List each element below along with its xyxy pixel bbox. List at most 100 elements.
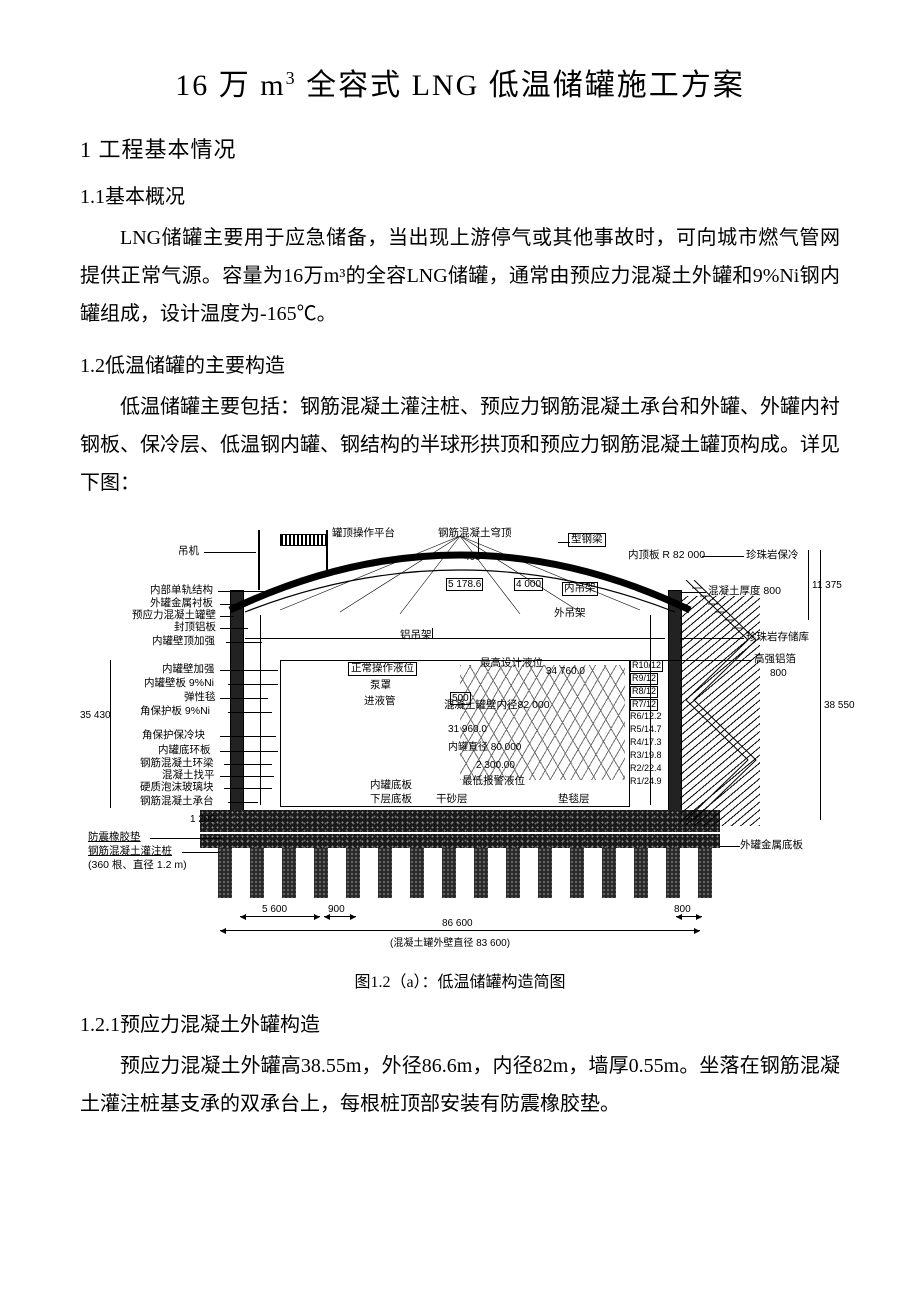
heading-1-2-1: 1.2.1预应力混凝土外罐构造 (80, 1008, 840, 1037)
dim-83600: (混凝土罐外壁直径 83 600) (390, 934, 510, 949)
pile (218, 848, 232, 898)
leader (224, 764, 272, 765)
lbl-ringbeam: 钢筋混凝土环梁 (140, 758, 214, 770)
figure-container: 吊机 内部单轨结构 外罐金属衬板 预应力混凝土罐壁 封顶铝板 内罐壁顶加强 内罐… (80, 520, 840, 992)
lbl-roof-platform: 罐顶操作平台 (332, 528, 395, 540)
leader (182, 852, 220, 853)
leader (228, 802, 258, 803)
lbl-alu-hanger: 铝吊架 (400, 630, 432, 642)
lbl-pilecap: 钢筋混凝土承台 (140, 796, 214, 808)
lbl-perlite: 珍珠岩保冷 (746, 550, 799, 562)
lbl-wall-top: 内罐壁顶加强 (152, 636, 215, 648)
tank-diagram: 吊机 内部单轨结构 外罐金属衬板 预应力混凝土罐壁 封顶铝板 内罐壁顶加强 内罐… (80, 520, 840, 960)
pile (666, 848, 680, 898)
pile (474, 848, 488, 898)
leader (204, 552, 256, 553)
pile (506, 848, 520, 898)
dim-h-900 (324, 916, 356, 917)
ring-5: R5/14.7 (630, 725, 662, 735)
dim-31960: 31 960.0 (448, 724, 487, 735)
dim-800: 800 (770, 668, 787, 679)
leader (656, 660, 752, 661)
leader (220, 736, 276, 737)
leader (720, 846, 740, 847)
lbl-inner-roof: 内顶板 R 82 000 (628, 550, 705, 562)
crane-mast-2 (326, 530, 328, 572)
paragraph-3: 预应力混凝土外罐高38.55m，外径86.6m，内径82m，墙厚0.55m。坐落… (80, 1047, 840, 1123)
ring-2: R2/22.4 (630, 764, 662, 774)
lbl-liner: 外罐金属衬板 (150, 598, 213, 610)
title-post: 全容式 LNG 低温储罐施工方案 (297, 69, 745, 102)
dim-86600: 86 600 (442, 918, 473, 929)
lbl-rc-dome: 钢筋混凝土穹顶 (438, 528, 512, 540)
leader (228, 684, 278, 685)
figure-caption: 图1.2（a）：低温储罐构造简图 (80, 968, 840, 992)
leader (432, 628, 433, 638)
leader (558, 542, 570, 543)
leader (478, 538, 479, 552)
ring-9: R9/12 (630, 673, 658, 685)
paragraph-2: 低温储罐主要包括：钢筋混凝土灌注桩、预应力钢筋混凝土承台和外罐、外罐内衬钢板、保… (80, 388, 840, 502)
leader (220, 616, 234, 617)
ring-3: R3/19.8 (630, 751, 662, 761)
lbl-conc-thk: 混凝土厚度 800 (708, 586, 781, 598)
pile (538, 848, 552, 898)
lbl-inlet-pipe: 进液管 (364, 696, 396, 708)
lbl-pile: 钢筋混凝土灌注桩 (88, 846, 172, 858)
lbl-monorail: 内部单轨结构 (150, 585, 213, 597)
pile (346, 848, 360, 898)
lbl-max-level: 最高设计液位 (480, 658, 543, 670)
pile (634, 848, 648, 898)
leader (220, 628, 248, 629)
leader (220, 670, 278, 671)
pile (378, 848, 392, 898)
ring-6: R6/12.2 (630, 712, 662, 722)
lbl-alu-cover: 封顶铝板 (174, 622, 216, 634)
ring-7: R7/12 (630, 699, 658, 711)
lbl-inner-hanger: 内吊架 (562, 582, 598, 596)
ring-1: R1/24.9 (630, 777, 662, 787)
leader (680, 592, 706, 593)
dim-2300: 2 300.00 (476, 760, 515, 771)
lbl-alu-foil: 高强铝箔 (754, 654, 796, 666)
dim-v-11375 (808, 550, 809, 620)
lbl-leveling: 混凝土找平 (162, 770, 215, 782)
pile (250, 848, 264, 898)
ring-4: R4/17.3 (630, 738, 662, 748)
leader (228, 712, 272, 713)
dim-h-5600 (240, 916, 320, 917)
lbl-rubber: 防震橡胶垫 (88, 832, 141, 844)
dim-400: 400 (464, 552, 481, 563)
leader (702, 556, 744, 557)
dim-38550: 38 550 (824, 700, 855, 711)
pile (602, 848, 616, 898)
dim-h-800 (676, 916, 702, 917)
roof-platform (280, 534, 328, 546)
dim-v-35430 (110, 660, 111, 808)
pile (314, 848, 328, 898)
stair-svg (678, 580, 788, 840)
dim-1200: 1 200 (190, 814, 215, 825)
lbl-pump-cover: 泵罩 (370, 680, 391, 692)
alu-deck-line (245, 638, 665, 639)
ring-10: R10/12 (630, 660, 663, 672)
dim-34760: 34 760.0 (546, 666, 585, 677)
lbl-normal-level: 正常操作液位 (348, 662, 417, 676)
lbl-wall-stiff: 内罐壁加强 (162, 664, 215, 676)
dim-5178: 5 178.6 (446, 578, 483, 591)
dim-900: 900 (328, 904, 345, 915)
leader (150, 838, 222, 839)
dim-4000: 4 000 (514, 578, 543, 591)
pile (442, 848, 456, 898)
pile (570, 848, 584, 898)
lbl-pc-wall: 预应力混凝土罐壁 (132, 610, 216, 622)
lbl-low-alarm: 最低报警液位 (462, 776, 525, 788)
lbl-blanket: 弹性毯 (184, 692, 216, 704)
lbl-crane: 吊机 (178, 546, 199, 558)
paragraph-1: LNG储罐主要用于应急储备，当出现上游停气或其他事故时，可向城市燃气管网提供正常… (80, 219, 840, 333)
dim-800b: 800 (674, 904, 691, 915)
leader (220, 751, 278, 752)
title-pre: 16 万 m (175, 69, 285, 102)
lbl-corner-9ni: 角保护板 9%Ni (140, 706, 210, 718)
lbl-blanket-layer: 垫毯层 (558, 794, 590, 806)
